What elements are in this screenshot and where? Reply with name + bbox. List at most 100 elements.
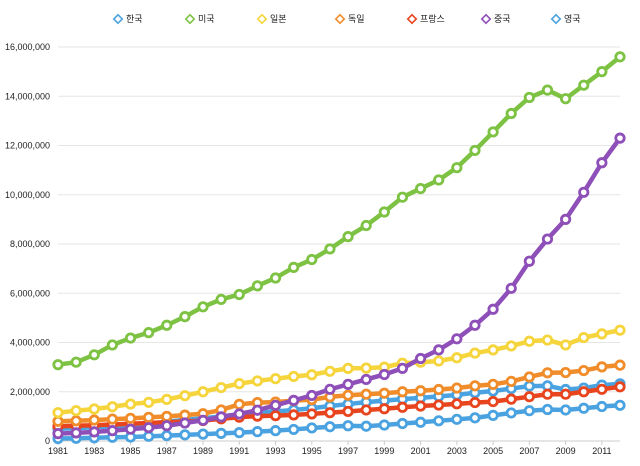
data-point: [578, 386, 590, 398]
data-point: [433, 355, 445, 367]
legend-item: 영국: [550, 13, 581, 25]
legend-item: 한국: [112, 13, 143, 25]
y-tick-label: 8,000,000: [10, 239, 50, 249]
data-point: [161, 410, 173, 422]
x-tick-label: 2009: [556, 446, 576, 456]
data-point: [269, 272, 282, 284]
data-point: [342, 362, 354, 374]
x-tick-label: 2011: [592, 446, 611, 456]
data-point: [143, 430, 155, 442]
data-point: [541, 233, 554, 245]
data-point: [560, 404, 572, 416]
data-point: [306, 408, 318, 420]
data-point: [541, 403, 554, 416]
data-point: [106, 425, 118, 437]
series-3: [52, 359, 626, 427]
data-point: [414, 416, 427, 428]
data-point: [324, 407, 336, 419]
data-point: [487, 126, 499, 138]
data-point: [269, 373, 282, 385]
data-point: [52, 359, 64, 371]
data-point: [451, 352, 463, 364]
data-point: [396, 417, 409, 430]
data-point: [433, 415, 445, 427]
data-point: [342, 405, 354, 418]
data-point: [560, 213, 572, 225]
data-point: [541, 334, 554, 346]
data-point: [469, 380, 481, 392]
data-point: [197, 301, 209, 313]
legend-marker-icon: [256, 13, 268, 25]
data-point: [469, 319, 481, 331]
data-point: [378, 368, 390, 381]
legend: 한국 미국 일본 독일 프랑스 중국 영국: [112, 13, 581, 25]
data-point: [614, 324, 626, 336]
data-point: [505, 393, 517, 405]
data-point: [578, 79, 590, 91]
legend-item: 독일: [334, 13, 365, 25]
y-tick-label: 6,000,000: [10, 288, 50, 298]
data-point: [578, 186, 590, 198]
data-point: [251, 404, 264, 416]
data-point: [197, 386, 209, 398]
data-point: [251, 280, 264, 292]
data-point: [596, 361, 608, 373]
data-point: [70, 356, 82, 368]
data-point: [378, 387, 390, 399]
legend-marker-icon: [480, 13, 492, 25]
data-point: [596, 383, 608, 395]
data-point: [596, 66, 608, 78]
x-tick-label: 1997: [338, 446, 358, 456]
data-point: [360, 362, 372, 374]
data-point: [70, 415, 82, 427]
data-point: [143, 411, 155, 423]
data-point: [523, 391, 535, 403]
data-point: [487, 303, 499, 315]
data-point: [251, 426, 264, 438]
data-point: [451, 162, 463, 174]
data-point: [88, 426, 100, 438]
y-tick-label: 2,000,000: [10, 387, 50, 397]
legend-label: 미국: [198, 14, 215, 24]
data-point: [197, 414, 209, 426]
y-tick-label: 0: [45, 436, 50, 446]
data-point: [596, 328, 608, 340]
data-point: [269, 425, 282, 437]
data-point: [215, 293, 227, 306]
data-point: [106, 339, 118, 351]
data-point: [614, 399, 626, 411]
y-tick-label: 10,000,000: [5, 190, 50, 200]
data-point: [451, 382, 463, 394]
legend-marker-icon: [334, 13, 346, 25]
series-1: [52, 51, 626, 371]
data-point: [143, 422, 155, 434]
legend-label: 한국: [126, 14, 143, 24]
data-point: [288, 394, 300, 406]
data-point: [324, 383, 336, 395]
data-point: [614, 359, 626, 371]
data-point: [523, 371, 535, 383]
data-point: [342, 231, 354, 243]
data-point: [52, 428, 64, 440]
data-point: [469, 144, 481, 157]
data-point: [179, 311, 191, 323]
data-point: [578, 331, 590, 344]
x-tick-label: 1985: [121, 446, 141, 456]
x-tick-label: 2003: [447, 446, 467, 456]
data-point: [469, 347, 481, 359]
series-0: [52, 399, 626, 445]
x-tick-label: 1987: [157, 446, 177, 456]
data-point: [433, 383, 445, 396]
data-point: [505, 375, 517, 388]
data-point: [70, 405, 82, 417]
y-tick-label: 14,000,000: [5, 91, 50, 101]
legend-marker-icon: [406, 13, 418, 25]
data-point: [360, 373, 372, 386]
data-point: [541, 388, 554, 400]
data-point: [378, 206, 390, 218]
data-point: [288, 409, 300, 421]
data-point: [161, 429, 173, 442]
data-point: [233, 378, 245, 390]
series-5: [52, 132, 626, 440]
